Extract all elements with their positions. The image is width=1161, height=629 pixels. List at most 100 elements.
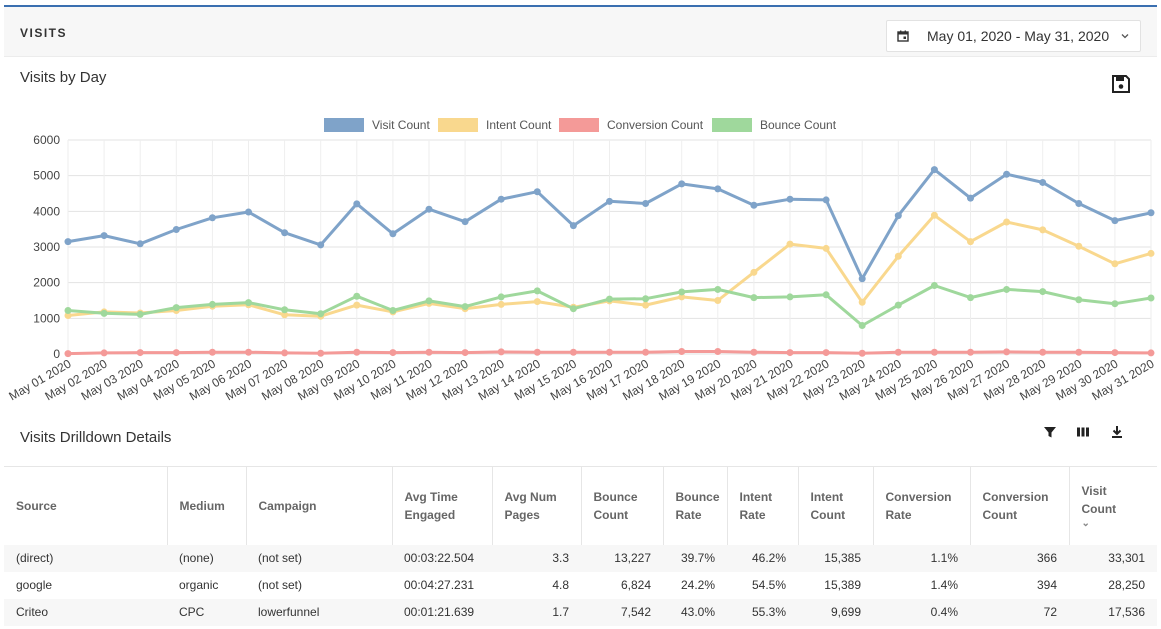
table-cell: 1.4% <box>873 571 970 599</box>
table-cell: 33,301 <box>1069 544 1157 572</box>
data-point <box>245 208 252 216</box>
data-point <box>389 306 397 314</box>
data-point <box>1003 218 1011 226</box>
data-point <box>425 348 433 356</box>
data-point <box>1003 348 1011 356</box>
data-point <box>1075 199 1083 207</box>
data-point <box>172 304 180 312</box>
data-point <box>533 188 541 196</box>
data-point <box>606 197 613 205</box>
column-header-line2: Count <box>810 507 846 522</box>
data-point <box>858 321 866 329</box>
data-point <box>497 293 505 301</box>
data-point <box>353 292 361 300</box>
column-header[interactable]: Avg Time Engaged <box>391 466 492 545</box>
data-point <box>461 349 469 357</box>
data-point <box>1147 249 1155 257</box>
data-point <box>678 348 686 356</box>
table-cell: 13,227 <box>581 544 663 572</box>
column-header[interactable]: Medium <box>166 466 246 545</box>
save-icon[interactable] <box>1111 74 1131 94</box>
data-point <box>461 303 469 311</box>
column-header[interactable]: Intent Rate <box>726 466 798 545</box>
table-cell: 54.5% <box>727 571 798 599</box>
columns-icon[interactable] <box>1075 424 1091 440</box>
data-point <box>353 200 361 208</box>
data-point <box>389 230 397 238</box>
table-cell: 28,250 <box>1069 571 1157 599</box>
table-cell: 7,542 <box>581 598 663 626</box>
column-header-line1: Intent <box>810 489 844 504</box>
data-point <box>822 291 830 299</box>
y-tick-label: 4000 <box>33 204 60 218</box>
sort-desc-icon[interactable]: ⌄ <box>1081 517 1090 529</box>
table-row[interactable]: Criteo CPC lowerfunnel 00:01:21.639 1.7 7,542… <box>4 598 1157 626</box>
table-cell: 39.7% <box>663 544 727 572</box>
data-point <box>425 205 433 213</box>
table-cell: 15,385 <box>798 544 873 572</box>
drilldown-table-container: Source Medium Campaign Avg Time Engaged Avg N… <box>4 466 1157 629</box>
y-tick-label: 3000 <box>33 240 60 254</box>
data-point <box>172 349 180 357</box>
data-point <box>1075 242 1083 250</box>
column-header[interactable]: Conversion Rate <box>872 466 970 545</box>
column-header[interactable]: Avg Num Pages <box>491 466 581 545</box>
column-header-line1: Source <box>16 498 57 513</box>
column-header[interactable]: Bounce Rate <box>662 466 727 545</box>
data-point <box>642 301 650 309</box>
data-point <box>317 310 325 318</box>
data-point <box>714 185 722 193</box>
data-point <box>64 311 72 319</box>
y-tick-label: 1000 <box>33 311 60 325</box>
column-header[interactable]: Campaign <box>245 466 392 545</box>
data-point <box>1075 296 1083 304</box>
data-point <box>750 294 758 302</box>
legend-label: Intent Count <box>486 118 552 132</box>
data-point <box>281 306 289 314</box>
data-point <box>1147 209 1155 217</box>
data-point <box>1111 217 1119 225</box>
column-header[interactable]: Bounce Count <box>580 466 663 545</box>
download-icon[interactable] <box>1109 424 1125 440</box>
column-header-line1: Campaign <box>258 498 317 513</box>
data-point <box>281 349 289 357</box>
data-point <box>930 166 938 174</box>
data-point <box>533 298 541 306</box>
data-point <box>1003 170 1011 178</box>
data-point <box>786 293 794 301</box>
date-range-picker[interactable]: May 01, 2020 - May 31, 2020 <box>886 20 1141 52</box>
data-point <box>497 348 505 356</box>
table-cell: 00:01:21.639 <box>392 598 492 626</box>
data-point <box>858 349 866 357</box>
data-point <box>317 241 325 249</box>
column-header-line1: Medium <box>179 498 225 513</box>
column-header[interactable]: Conversion Count <box>969 466 1069 545</box>
table-row[interactable]: google organic (not set) 00:04:27.231 4.8 6,8… <box>4 571 1157 599</box>
table-cell: 4.8 <box>492 571 581 599</box>
table-header-row: Source Medium Campaign Avg Time Engaged Avg N… <box>4 466 1157 545</box>
filter-icon[interactable] <box>1042 424 1058 440</box>
data-point <box>1075 348 1083 356</box>
data-point <box>136 240 144 248</box>
data-point <box>606 348 613 356</box>
data-point <box>208 348 216 356</box>
data-point <box>894 212 902 220</box>
data-point <box>967 194 974 202</box>
table-row[interactable]: (direct) (none) (not set) 00:03:22.504 3.3 13… <box>4 544 1157 572</box>
column-header[interactable]: Intent Count <box>797 466 873 545</box>
table-cell: 366 <box>970 544 1069 572</box>
column-header-line1: Visit <box>1081 483 1107 498</box>
data-point <box>678 293 686 301</box>
data-point <box>1039 348 1047 356</box>
table-cell: Criteo <box>4 598 167 626</box>
column-header-line2: Count <box>982 507 1018 522</box>
table-cell: (direct) <box>4 544 167 572</box>
data-point <box>1111 349 1119 357</box>
legend-swatch <box>324 118 364 132</box>
data-point <box>822 196 830 204</box>
data-point <box>64 350 72 358</box>
calendar-icon <box>897 30 909 42</box>
column-header[interactable]: Visit Count ⌄ <box>1068 466 1157 545</box>
data-point <box>678 180 686 188</box>
column-header[interactable]: Source <box>4 466 167 545</box>
